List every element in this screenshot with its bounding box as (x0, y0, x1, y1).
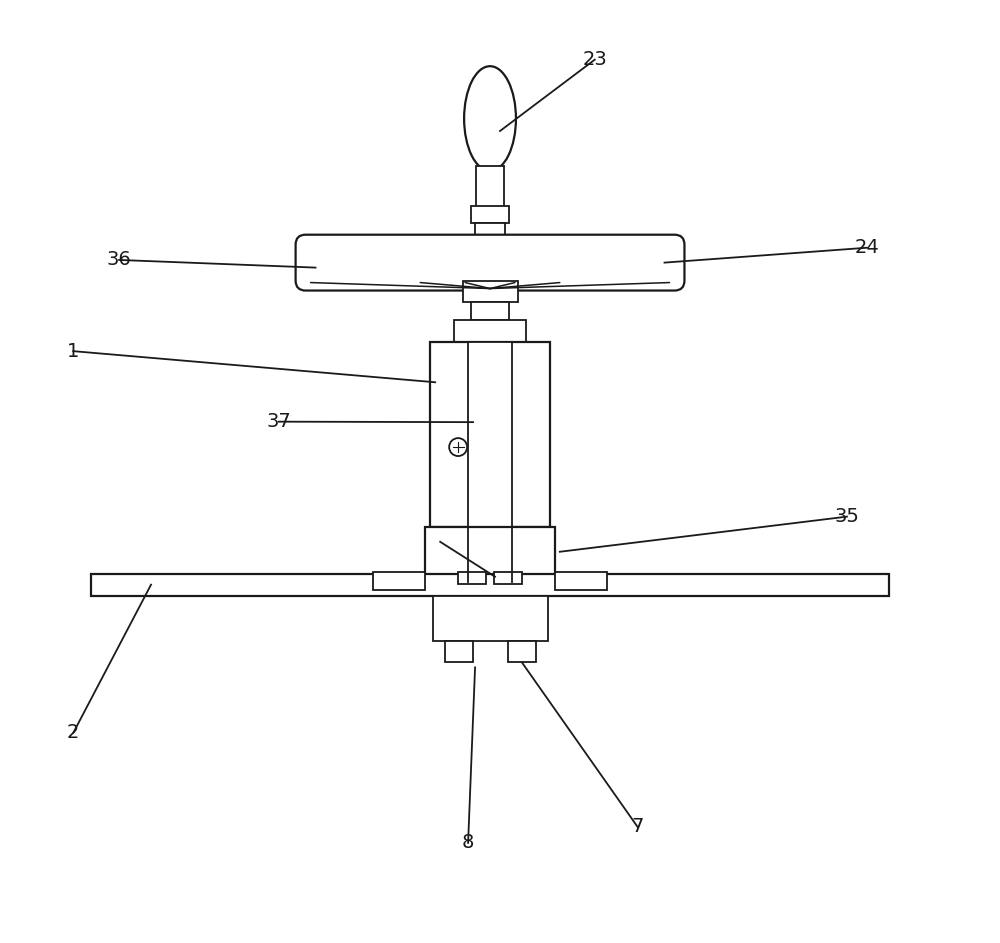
Text: 37: 37 (266, 412, 291, 431)
Bar (454, 321, 526, 342)
Bar (468, 342, 512, 527)
Bar (508, 640, 536, 662)
Ellipse shape (464, 66, 516, 171)
Text: 36: 36 (107, 251, 132, 270)
FancyBboxPatch shape (296, 235, 684, 290)
Text: 24: 24 (855, 239, 879, 257)
Bar (445, 640, 473, 662)
Bar (494, 571, 522, 584)
Text: 8: 8 (462, 834, 474, 852)
Bar (471, 206, 509, 223)
Bar (425, 527, 555, 582)
Bar (471, 303, 509, 321)
Bar (475, 223, 505, 236)
Bar (433, 596, 548, 640)
Text: 23: 23 (582, 50, 607, 69)
Bar (430, 342, 550, 527)
Bar (463, 281, 518, 303)
Bar (555, 571, 607, 589)
Bar (91, 573, 889, 596)
Text: 35: 35 (835, 507, 859, 526)
Bar (373, 571, 425, 589)
Text: 2: 2 (67, 723, 79, 742)
Text: 1: 1 (67, 341, 79, 360)
Bar (458, 571, 486, 584)
Bar (476, 166, 504, 216)
Circle shape (449, 438, 467, 456)
Text: 7: 7 (631, 818, 644, 836)
